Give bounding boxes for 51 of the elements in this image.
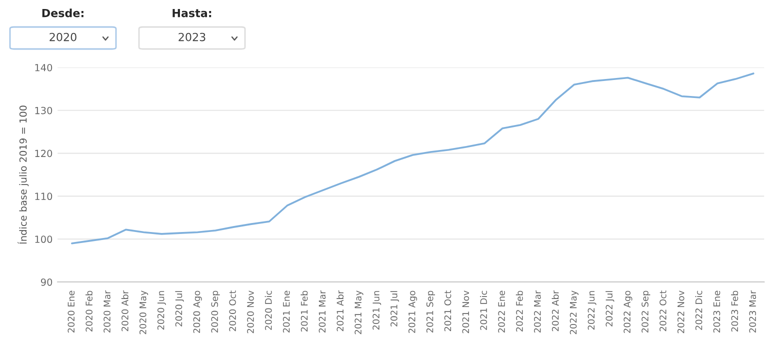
x-tick-label: 2020 Abr [121,290,128,332]
y-tick-label: 100 [35,236,52,243]
x-tick-label: 2022 Sep [642,290,650,333]
x-tick-label: 2022 Nov [677,290,684,334]
x-tick-label: 2022 May [570,290,578,334]
x-tick-label: 2021 May [354,290,364,334]
x-tick-label: 2022 Jun [588,291,596,330]
x-tick-label: 2020 May [139,290,148,334]
x-tick-label: 2020 Ago [193,290,202,333]
text: 2020 [50,32,76,42]
x-tick-label: 2021 Dic [480,290,488,330]
x-tick-label: 2021 Sep [426,290,435,333]
x-tick-label: 2022 Oct [660,290,666,332]
x-tick-label: 2020 Mar [104,290,110,333]
x-tick-label: 2020 Nov [247,290,254,334]
x-tick-label: 2021 Oct [444,290,452,332]
x-tick-label: 2020 Oct [229,290,236,332]
x-tick-label: 2020 Sep [211,290,220,333]
x-tick-label: 2022 Mar [534,290,541,333]
x-tick-label: 2020 Dic [264,290,272,330]
x-tick-label: 2021 Ene [282,290,290,332]
x-tick-label: 2021 Ago [408,290,418,333]
x-tick-label: 2021 Abr [336,290,344,332]
x-tick-label: 2021 Feb [300,290,308,332]
x-tick-label: 2022 Abr [552,290,559,332]
x-tick-label: 2020 Feb [86,290,92,332]
x-tick-label: 2021 Jun [372,291,382,330]
x-tick-label: 2022 Ago [624,290,632,333]
x-tick-label: 2022 Feb [516,290,523,332]
y-tick-label: 110 [35,192,52,200]
x-tick-label: 2020 Ene [68,290,75,332]
x-tick-label: 2022 Ene [498,290,505,332]
y-tick-label: 120 [35,150,52,158]
y-tick-label: 140 [35,64,52,72]
x-tick-label: 2023 Feb [731,290,738,332]
x-tick-label: 2021 Jul [390,291,400,326]
x-tick-label: 2023 Mar [749,290,756,333]
text: 2023 [178,32,206,42]
x-tick-label: 2020 Jun [157,291,166,330]
y-axis-title: Índice base julio 2019 = 100 [18,106,29,244]
x-tick-label: 2022 Jul [606,291,614,326]
x-tick-label: 2023 Ene [713,290,720,332]
x-tick-label: 2022 Dic [695,290,702,330]
y-tick-label: 90 [40,278,52,286]
x-tick-label: 2020 Jul [175,291,184,326]
text: Desde: [42,8,84,18]
y-tick-label: 130 [35,106,52,114]
line-series [71,72,754,244]
x-tick-label: 2021 Nov [462,290,470,334]
text: Hasta: [172,8,212,18]
x-tick-label: 2021 Mar [318,290,326,333]
